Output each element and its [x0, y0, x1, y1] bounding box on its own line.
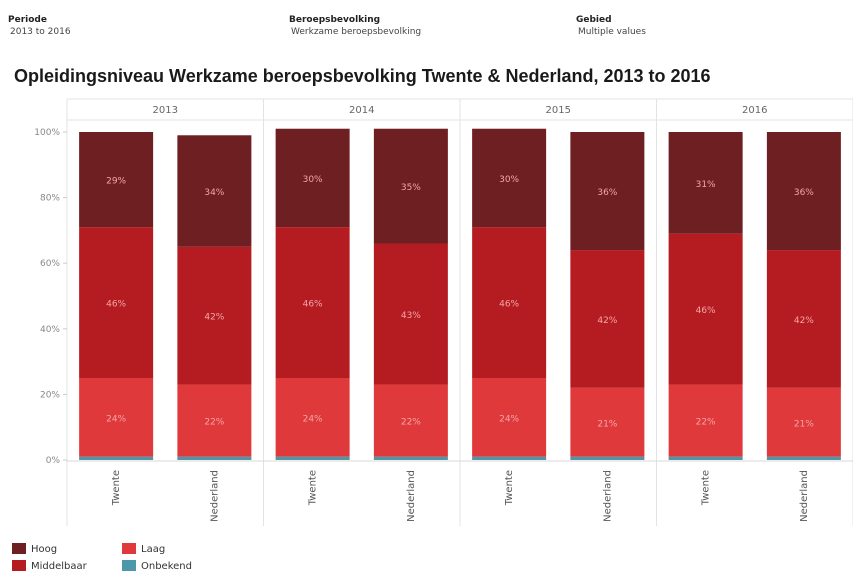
category-label: Twente [504, 470, 515, 506]
bar-segment-laag [373, 384, 448, 457]
bar-segment-middelbaar [570, 250, 645, 388]
bar-segment-middelbaar [275, 227, 350, 378]
data-label: 36% [794, 188, 814, 198]
legend-swatch-onbekend [122, 560, 136, 571]
filter-gebied[interactable]: Gebied Multiple values [576, 14, 646, 38]
data-label: 31% [696, 180, 716, 190]
filter-label: Gebied [576, 15, 612, 25]
legend-item-onbekend[interactable]: Onbekend [122, 560, 192, 573]
legend-label: Hoog [31, 544, 58, 555]
bar-segment-laag [570, 387, 645, 457]
data-label: 22% [204, 418, 224, 428]
category-label: Twente [701, 470, 712, 506]
filter-value: 2013 to 2016 [10, 27, 71, 37]
bar-segment-onbekend [79, 456, 154, 460]
bar-segment-hoog [668, 132, 743, 234]
legend-swatch-middelbaar [12, 560, 26, 571]
data-label: 21% [597, 419, 617, 429]
legend-swatch-hoog [12, 543, 26, 554]
legend-swatch-laag [122, 543, 136, 554]
data-label: 36% [597, 188, 617, 198]
data-label: 42% [794, 316, 814, 326]
bar-segment-middelbaar [177, 246, 252, 385]
data-label: 22% [401, 418, 421, 428]
bar-segment-hoog [79, 132, 154, 228]
y-tick-label: 40% [40, 325, 60, 335]
year-header: 2013 [153, 105, 178, 116]
bar-segment-middelbaar [472, 227, 547, 378]
category-label: Nederland [209, 470, 220, 522]
data-label: 43% [401, 311, 421, 321]
y-tick-label: 0% [46, 456, 61, 466]
bar-segment-hoog [177, 135, 252, 247]
bar-segment-laag [275, 378, 350, 457]
data-label: 29% [106, 177, 126, 187]
data-label: 30% [303, 175, 323, 185]
bar-segment-laag [668, 384, 743, 457]
filter-periode[interactable]: Periode 2013 to 2016 [8, 14, 71, 38]
category-label: Twente [111, 470, 122, 506]
filter-bar: Periode 2013 to 2016 Beroepsbevolking We… [0, 14, 853, 48]
legend: Hoog Middelbaar Laag Onbekend [12, 543, 252, 577]
bar-segment-onbekend [766, 456, 841, 460]
bar-segment-laag [472, 378, 547, 457]
filter-label: Beroepsbevolking [289, 15, 381, 25]
filter-beroepsbevolking[interactable]: Beroepsbevolking Werkzame beroepsbevolki… [289, 14, 421, 38]
chart-title: Opleidingsniveau Werkzame beroepsbevolki… [14, 66, 711, 86]
bar-segment-hoog [570, 132, 645, 251]
bar-segment-middelbaar [668, 233, 743, 385]
data-label: 22% [696, 418, 716, 428]
data-label: 46% [696, 306, 716, 316]
bar-segment-onbekend [373, 456, 448, 460]
legend-item-hoog[interactable]: Hoog [12, 543, 57, 556]
data-label: 24% [499, 414, 519, 424]
category-label: Nederland [602, 470, 613, 522]
data-label: 42% [597, 316, 617, 326]
bar-segment-onbekend [472, 456, 547, 460]
bar-segment-hoog [275, 128, 350, 228]
legend-label: Laag [141, 544, 166, 555]
category-label: Nederland [406, 470, 417, 522]
year-header: 2015 [546, 105, 571, 116]
filter-value: Multiple values [578, 27, 646, 37]
bar-segment-onbekend [275, 456, 350, 460]
y-tick-label: 20% [40, 390, 60, 400]
bar-segment-laag [766, 387, 841, 457]
legend-item-middelbaar[interactable]: Middelbaar [12, 560, 87, 573]
bar-segment-onbekend [570, 456, 645, 460]
y-tick-label: 80% [40, 194, 60, 204]
bar-segment-laag [79, 378, 154, 457]
bar-segment-middelbaar [373, 243, 448, 385]
bar-segment-middelbaar [766, 250, 841, 388]
data-label: 24% [106, 414, 126, 424]
data-label: 34% [204, 188, 224, 198]
data-label: 30% [499, 175, 519, 185]
y-tick-label: 100% [34, 128, 60, 138]
bar-segment-hoog [472, 128, 547, 228]
bar-segment-hoog [373, 128, 448, 244]
data-label: 46% [499, 300, 519, 310]
data-label: 46% [303, 300, 323, 310]
stacked-bar-chart: 2013 2014 2015 2016 0% 20% 40% 60% 80% 100% 24% 46%… [34, 98, 853, 526]
data-label: 21% [794, 419, 814, 429]
bar-segment-onbekend [177, 456, 252, 460]
year-header: 2014 [349, 105, 374, 116]
legend-item-laag[interactable]: Laag [122, 543, 165, 556]
y-tick-label: 60% [40, 259, 60, 269]
bar-segment-hoog [766, 132, 841, 251]
filter-label: Periode [8, 15, 47, 25]
bar-segment-laag [177, 384, 252, 457]
legend-label: Middelbaar [31, 561, 87, 572]
legend-label: Onbekend [141, 561, 192, 572]
filter-value: Werkzame beroepsbevolking [291, 27, 422, 37]
bar-segment-onbekend [668, 456, 743, 460]
data-label: 24% [303, 414, 323, 424]
data-label: 42% [204, 313, 224, 323]
data-label: 35% [401, 183, 421, 193]
data-label: 46% [106, 300, 126, 310]
category-label: Nederland [799, 470, 810, 522]
bar-segment-middelbaar [79, 227, 154, 378]
category-label: Twente [308, 470, 319, 506]
year-header: 2016 [742, 105, 767, 116]
